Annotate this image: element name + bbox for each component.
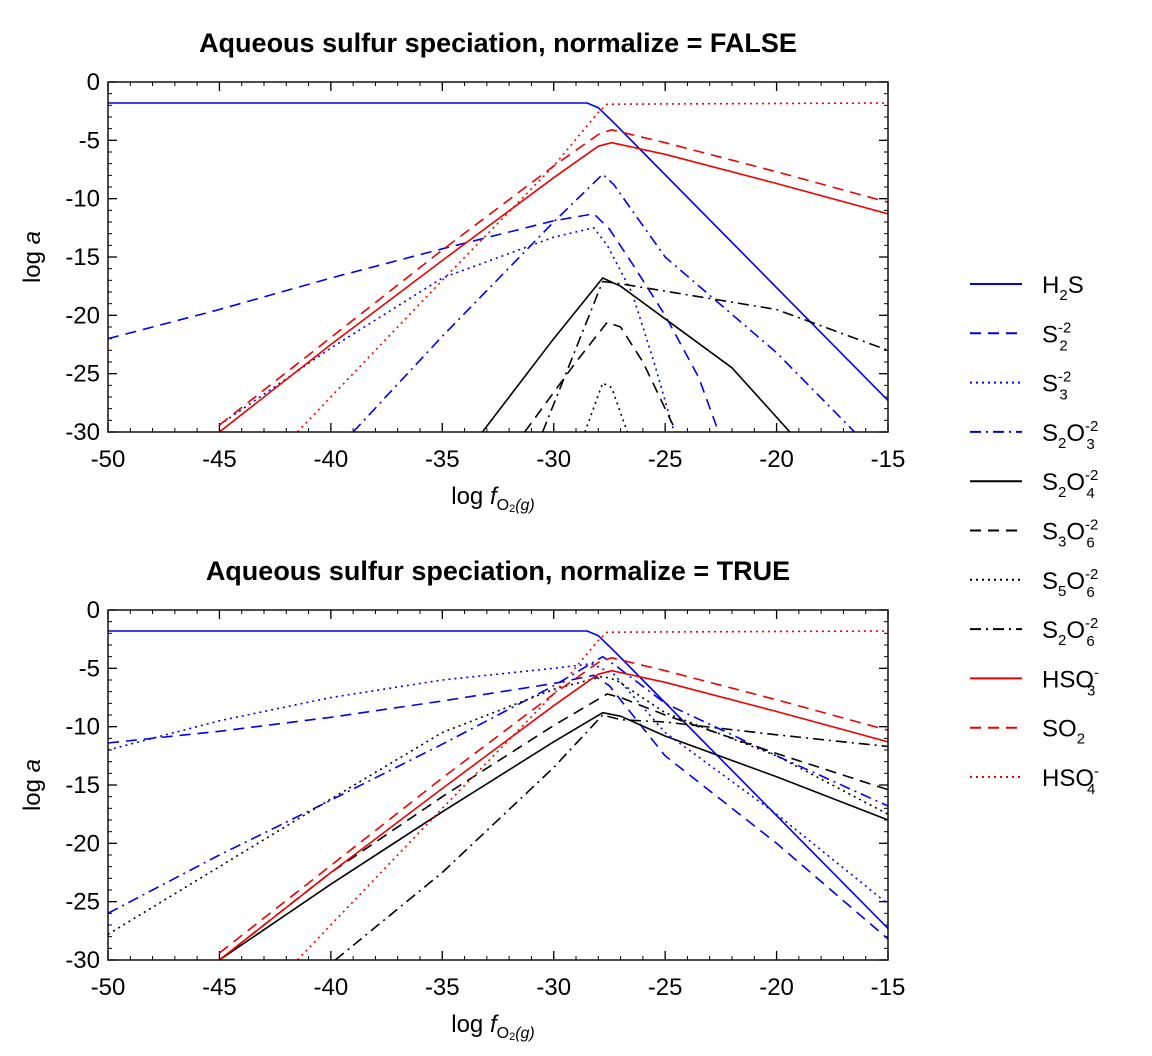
series-line-s2o3 <box>352 173 856 432</box>
x-axis-label: log fO2(g) <box>451 483 535 515</box>
series-line-s3o6 <box>524 321 678 432</box>
x-tick-label: -20 <box>759 446 794 473</box>
y-tick-label: -30 <box>65 419 100 446</box>
plot-frame <box>107 81 889 433</box>
y-axis-label: log a <box>19 231 46 283</box>
x-tick-label: -15 <box>871 974 906 1001</box>
series-line-h2s <box>108 102 888 402</box>
y-tick-label: -20 <box>65 302 100 329</box>
y-tick-label: 0 <box>87 69 100 96</box>
y-tick-label: -10 <box>65 714 100 741</box>
x-tick-label: -50 <box>91 974 126 1001</box>
y-tick-label: -15 <box>65 244 100 271</box>
legend-item-s2o3: S2O-2 3 <box>970 418 1098 453</box>
chart-panel-2: Aqueous sulfur speciation, normalize = T… <box>19 556 905 1043</box>
legend-item-s2o4: S2O-2 4 <box>970 467 1098 502</box>
legend-item-hso3: HSO-3 <box>970 664 1099 699</box>
legend-label: S2O-2 6 <box>1042 615 1098 650</box>
legend-item-s5o6: S5O-2 6 <box>970 566 1098 601</box>
y-tick-label: -25 <box>65 889 100 916</box>
legend-label: S5O-2 6 <box>1042 566 1098 601</box>
legend-item-so2: SO2 <box>970 716 1085 748</box>
legend-label: HSO-3 <box>1042 664 1099 699</box>
legend: H2S S-2 2 S-2 3 S2O-2 3 S2O-2 4 S3O-2 6 S5O-2 6 S2O-2… <box>970 272 1099 798</box>
series-group <box>108 102 888 432</box>
series-line-s3o6 <box>218 693 888 960</box>
legend-label: HSO-4 <box>1042 763 1099 798</box>
series-line-s2 <box>108 674 888 940</box>
y-tick-label: -5 <box>79 127 100 154</box>
x-tick-label: -30 <box>536 974 571 1001</box>
legend-label: S3O-2 6 <box>1042 517 1098 552</box>
x-axis-label: log fO2(g) <box>451 1011 535 1043</box>
x-tick-label: -50 <box>91 446 126 473</box>
series-line-s5o6 <box>108 675 888 935</box>
chart-title: Aqueous sulfur speciation, normalize = F… <box>199 28 797 58</box>
legend-item-hso4: HSO-4 <box>970 763 1099 798</box>
x-tick-label: -25 <box>648 974 683 1001</box>
series-line-so2 <box>218 657 888 954</box>
legend-label: S2O-2 3 <box>1042 418 1098 453</box>
x-tick-label: -45 <box>202 974 237 1001</box>
legend-label: H2S <box>1042 272 1084 304</box>
y-tick-label: -15 <box>65 772 100 799</box>
series-line-s2o6 <box>541 280 888 432</box>
legend-label: S-2 2 <box>1042 319 1071 354</box>
y-tick-label: 0 <box>87 597 100 624</box>
series-line-hso3 <box>218 141 888 432</box>
legend-label: S2O-2 4 <box>1042 467 1098 502</box>
series-line-hso4 <box>296 102 888 432</box>
series-line-so2 <box>218 129 888 426</box>
legend-label: SO2 <box>1042 716 1085 748</box>
y-axis-label: log a <box>19 759 46 811</box>
legend-item-s3: S-2 3 <box>970 369 1071 404</box>
x-tick-label: -40 <box>314 974 349 1001</box>
y-tick-label: -25 <box>65 361 100 388</box>
series-line-s2o4 <box>481 277 791 432</box>
y-tick-label: -30 <box>65 947 100 974</box>
x-tick-label: -30 <box>536 446 571 473</box>
x-tick-label: -40 <box>314 446 349 473</box>
series-line-hso3 <box>218 669 888 960</box>
series-line-h2s <box>108 630 888 930</box>
legend-item-s2o6: S2O-2 6 <box>970 615 1098 650</box>
legend-item-h2s: H2S <box>970 272 1084 304</box>
y-tick-label: -10 <box>65 186 100 213</box>
series-line-s2o3 <box>108 655 888 915</box>
series-line-hso4 <box>296 630 888 960</box>
x-tick-label: -35 <box>425 446 460 473</box>
series-line-s2o6 <box>334 714 888 960</box>
y-tick-label: -5 <box>79 655 100 682</box>
series-group <box>108 630 888 960</box>
series-line-s3 <box>108 662 888 905</box>
series-line-s5o6 <box>584 382 629 432</box>
series-line-s2o4 <box>218 711 888 960</box>
x-tick-label: -20 <box>759 974 794 1001</box>
legend-item-s2: S-2 2 <box>970 319 1071 354</box>
x-tick-label: -15 <box>871 446 906 473</box>
x-tick-label: -45 <box>202 446 237 473</box>
y-tick-label: -20 <box>65 830 100 857</box>
legend-item-s3o6: S3O-2 6 <box>970 517 1098 552</box>
series-line-s3 <box>218 227 675 432</box>
x-tick-label: -35 <box>425 974 460 1001</box>
legend-label: S-2 3 <box>1042 369 1071 404</box>
series-line-s2 <box>108 213 720 432</box>
chart-panel-1: Aqueous sulfur speciation, normalize = F… <box>19 28 905 515</box>
x-tick-label: -25 <box>648 446 683 473</box>
chart-title: Aqueous sulfur speciation, normalize = T… <box>206 556 790 586</box>
plot-frame <box>107 609 889 961</box>
